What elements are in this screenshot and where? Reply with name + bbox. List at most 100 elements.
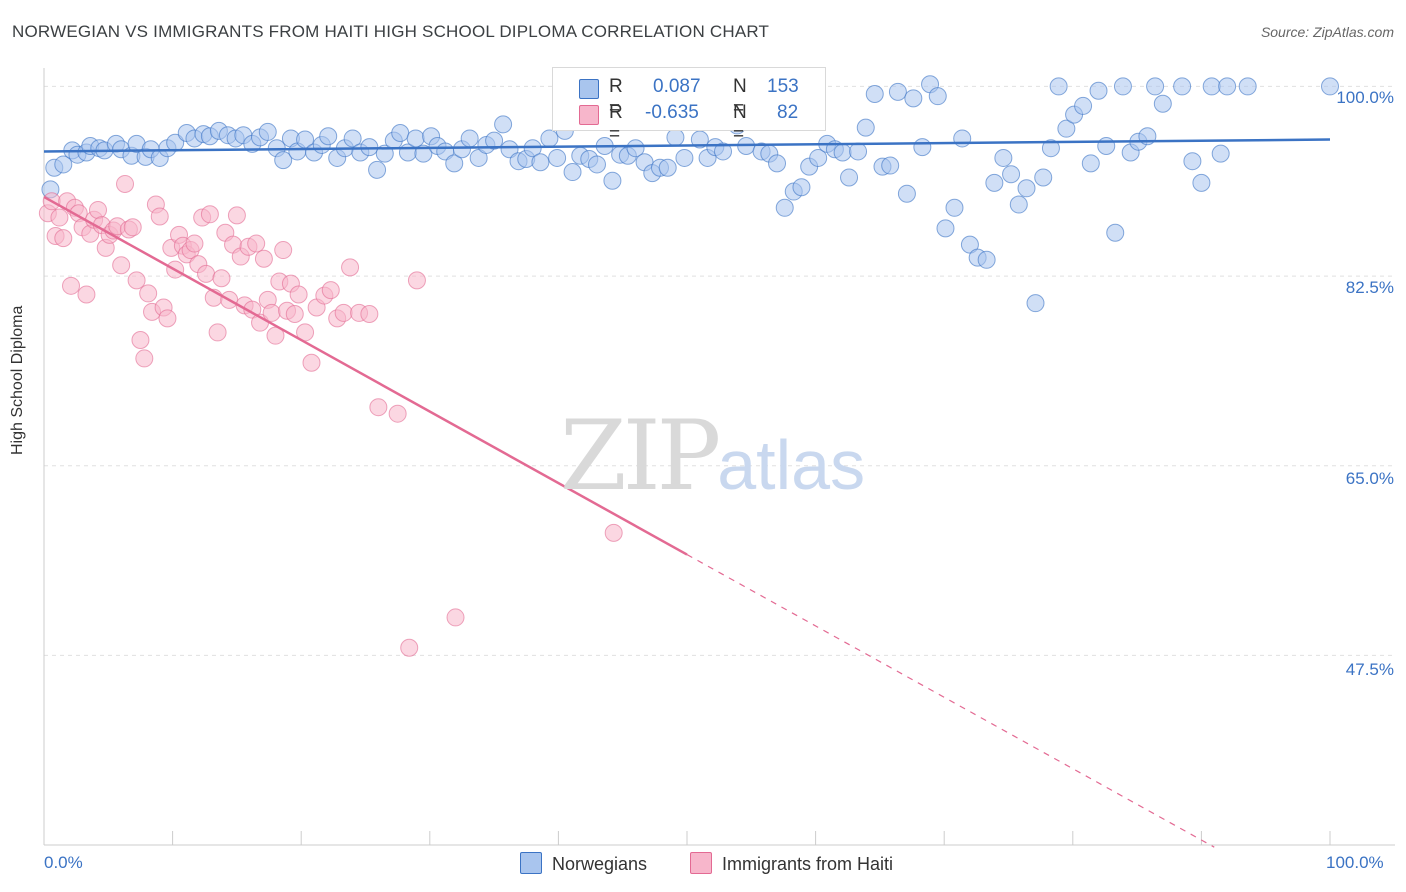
norwegian-point — [368, 160, 387, 179]
legend-item-norwegians: Norwegians — [520, 852, 647, 875]
norwegian-point — [977, 250, 996, 269]
norwegian-point — [1153, 94, 1172, 113]
legend-swatch-pink — [690, 852, 712, 874]
norwegian-point — [406, 129, 425, 148]
x-tick-label: 0.0% — [44, 853, 83, 872]
haiti-point — [185, 234, 204, 253]
haiti-point — [123, 218, 142, 237]
haiti-point — [139, 284, 158, 303]
haiti-point — [254, 249, 273, 268]
haiti-point — [247, 234, 266, 253]
y-tick-label: 100.0% — [1336, 88, 1394, 107]
norwegian-point — [1146, 77, 1165, 96]
norwegian-point — [1183, 152, 1202, 171]
haiti-point — [112, 256, 131, 275]
norwegian-point — [548, 148, 567, 167]
norwegian-point — [1041, 139, 1060, 158]
norwegians-trend-line — [43, 138, 1331, 153]
norwegian-point — [985, 173, 1004, 192]
norwegian-point — [1218, 77, 1237, 96]
haiti-point — [208, 323, 227, 342]
haiti-point — [50, 208, 69, 227]
norwegian-point — [1097, 137, 1116, 156]
r-label: R = — [609, 102, 623, 145]
norwegian-point — [888, 82, 907, 101]
haiti-point — [341, 258, 360, 277]
norwegian-point — [1057, 119, 1076, 138]
haiti-point — [158, 309, 177, 328]
haiti-point — [266, 326, 285, 345]
haiti-trend-extension — [686, 554, 1215, 848]
norwegian-point — [1081, 154, 1100, 173]
norwegian-point — [1211, 144, 1230, 163]
norwegian-point — [1192, 173, 1211, 192]
haiti-point — [369, 398, 388, 417]
norwegian-point — [1026, 294, 1045, 313]
norwegian-point — [904, 89, 923, 108]
norwegian-point — [945, 198, 964, 217]
norwegian-point — [1089, 81, 1108, 100]
axes — [43, 68, 1395, 846]
gridlines — [44, 85, 1395, 656]
r-value: -0.635 — [645, 102, 699, 123]
watermark-atlas: atlas — [717, 426, 866, 504]
watermark: ZIPatlas — [560, 400, 865, 512]
norwegian-point — [1321, 77, 1339, 96]
norwegian-point — [768, 154, 787, 173]
norwegian-point — [445, 154, 464, 173]
norwegian-point — [1202, 77, 1221, 96]
haiti-point — [407, 271, 426, 290]
norwegian-point — [1009, 195, 1028, 214]
norwegian-point — [849, 142, 868, 161]
haiti-point — [62, 276, 81, 295]
y-tick-label: 65.0% — [1345, 469, 1394, 488]
haiti-points — [38, 174, 623, 657]
norwegian-point — [928, 87, 947, 106]
norwegian-point — [485, 131, 504, 150]
haiti-point — [150, 207, 169, 226]
norwegian-point — [1049, 77, 1068, 96]
n-label: N = — [733, 102, 747, 145]
n-label: N = — [733, 76, 747, 119]
haiti-point — [302, 353, 321, 372]
trend-lines — [43, 138, 1331, 848]
norwegian-point — [494, 115, 513, 134]
norwegian-point — [775, 198, 794, 217]
norwegian-point — [343, 129, 362, 148]
haiti-point — [285, 304, 304, 323]
haiti-point — [446, 608, 465, 627]
norwegian-point — [936, 219, 955, 238]
legend-item-haiti: Immigrants from Haiti — [690, 852, 893, 875]
haiti-point — [131, 331, 150, 350]
norwegian-point — [714, 142, 733, 161]
norwegian-point — [1238, 77, 1257, 96]
norwegian-point — [1017, 179, 1036, 198]
watermark-zip: ZIP — [560, 400, 721, 512]
norwegian-point — [603, 171, 622, 190]
norwegian-point — [563, 163, 582, 182]
norwegian-point — [540, 129, 559, 148]
norwegian-point — [666, 128, 685, 147]
haiti-trend-line — [43, 195, 688, 556]
haiti-point — [400, 638, 419, 657]
norwegian-point — [1106, 223, 1125, 242]
norwegian-point — [319, 127, 338, 146]
norwegian-point — [792, 178, 811, 197]
norwegian-point — [690, 130, 709, 149]
haiti-point — [289, 285, 308, 304]
norwegian-point — [675, 148, 694, 167]
haiti-point — [197, 264, 216, 283]
chart-source: Source: ZipAtlas.com — [1260, 24, 1394, 40]
norwegian-point — [460, 129, 479, 148]
r-value: 0.087 — [653, 76, 701, 97]
norwegian-point — [626, 139, 645, 158]
norwegian-point — [258, 122, 277, 141]
legend-swatch-blue — [520, 852, 542, 874]
haiti-point — [227, 206, 246, 225]
norwegian-point — [865, 85, 884, 104]
haiti-point — [89, 200, 108, 219]
haiti-point — [321, 281, 340, 300]
norwegian-point — [360, 138, 379, 157]
haiti-point — [127, 271, 146, 290]
norwegian-point — [54, 155, 73, 174]
